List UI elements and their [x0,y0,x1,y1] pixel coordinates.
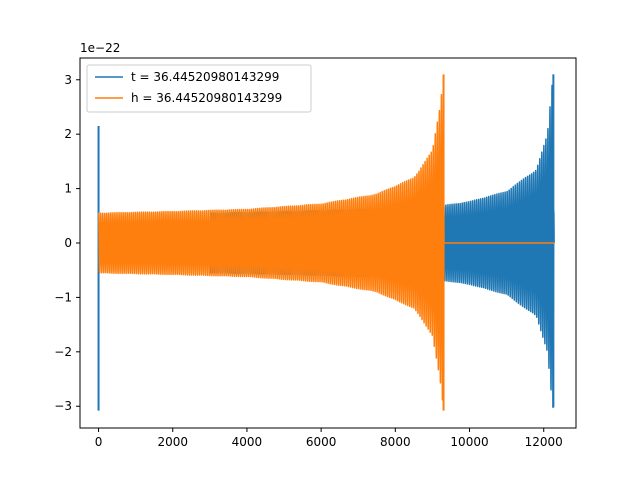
y-tick-label: 3 [64,73,72,87]
y-tick-label: −3 [54,399,72,413]
x-tick-label: 6000 [306,435,337,449]
legend-label-h: h = 36.44520980143299 [131,91,282,105]
y-axis: −3 −2 −1 0 1 2 3 [54,73,80,413]
x-tick-label: 12000 [525,435,563,449]
x-axis: 0 2000 4000 6000 8000 10000 12000 [95,428,563,449]
x-tick-label: 8000 [380,435,411,449]
y-tick-label: −2 [54,345,72,359]
series-layer [97,74,555,411]
legend-box [86,64,312,113]
x-tick-label: 0 [95,435,103,449]
x-tick-label: 2000 [157,435,188,449]
y-tick-label: 0 [64,236,72,250]
x-tick-label: 10000 [450,435,488,449]
y-tick-label: 2 [64,127,72,141]
series-line-1 [97,76,555,401]
y-offset-text: 1e−22 [80,41,120,55]
legend-label-t: t = 36.44520980143299 [131,70,279,84]
y-tick-label: 1 [64,182,72,196]
x-tick-label: 4000 [232,435,263,449]
legend: t = 36.44520980143299 h = 36.44520980143… [86,64,312,113]
y-tick-label: −1 [54,290,72,304]
